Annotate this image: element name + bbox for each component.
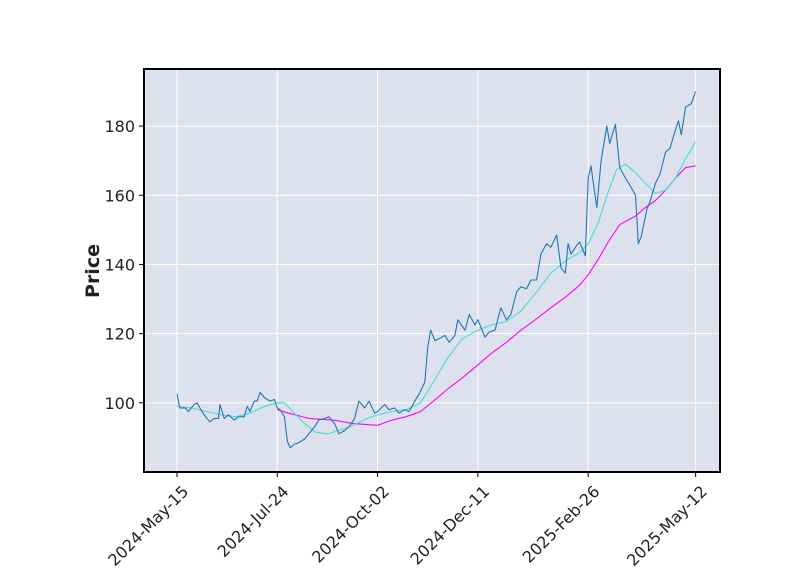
axis-ticks	[139, 125, 697, 477]
y-tick-label: 140	[104, 255, 135, 274]
plot-frame	[143, 68, 721, 473]
price-line	[176, 91, 697, 449]
y-tick-label: 100	[104, 394, 135, 413]
ma-short-line	[176, 141, 697, 435]
ma-long-line	[277, 165, 696, 426]
plot-area	[144, 69, 720, 472]
series-lines	[176, 91, 697, 449]
y-tick-label: 160	[104, 186, 135, 205]
y-tick-label: 180	[104, 117, 135, 136]
y-axis-title: Price	[82, 244, 104, 298]
y-tick-label: 120	[104, 325, 135, 344]
